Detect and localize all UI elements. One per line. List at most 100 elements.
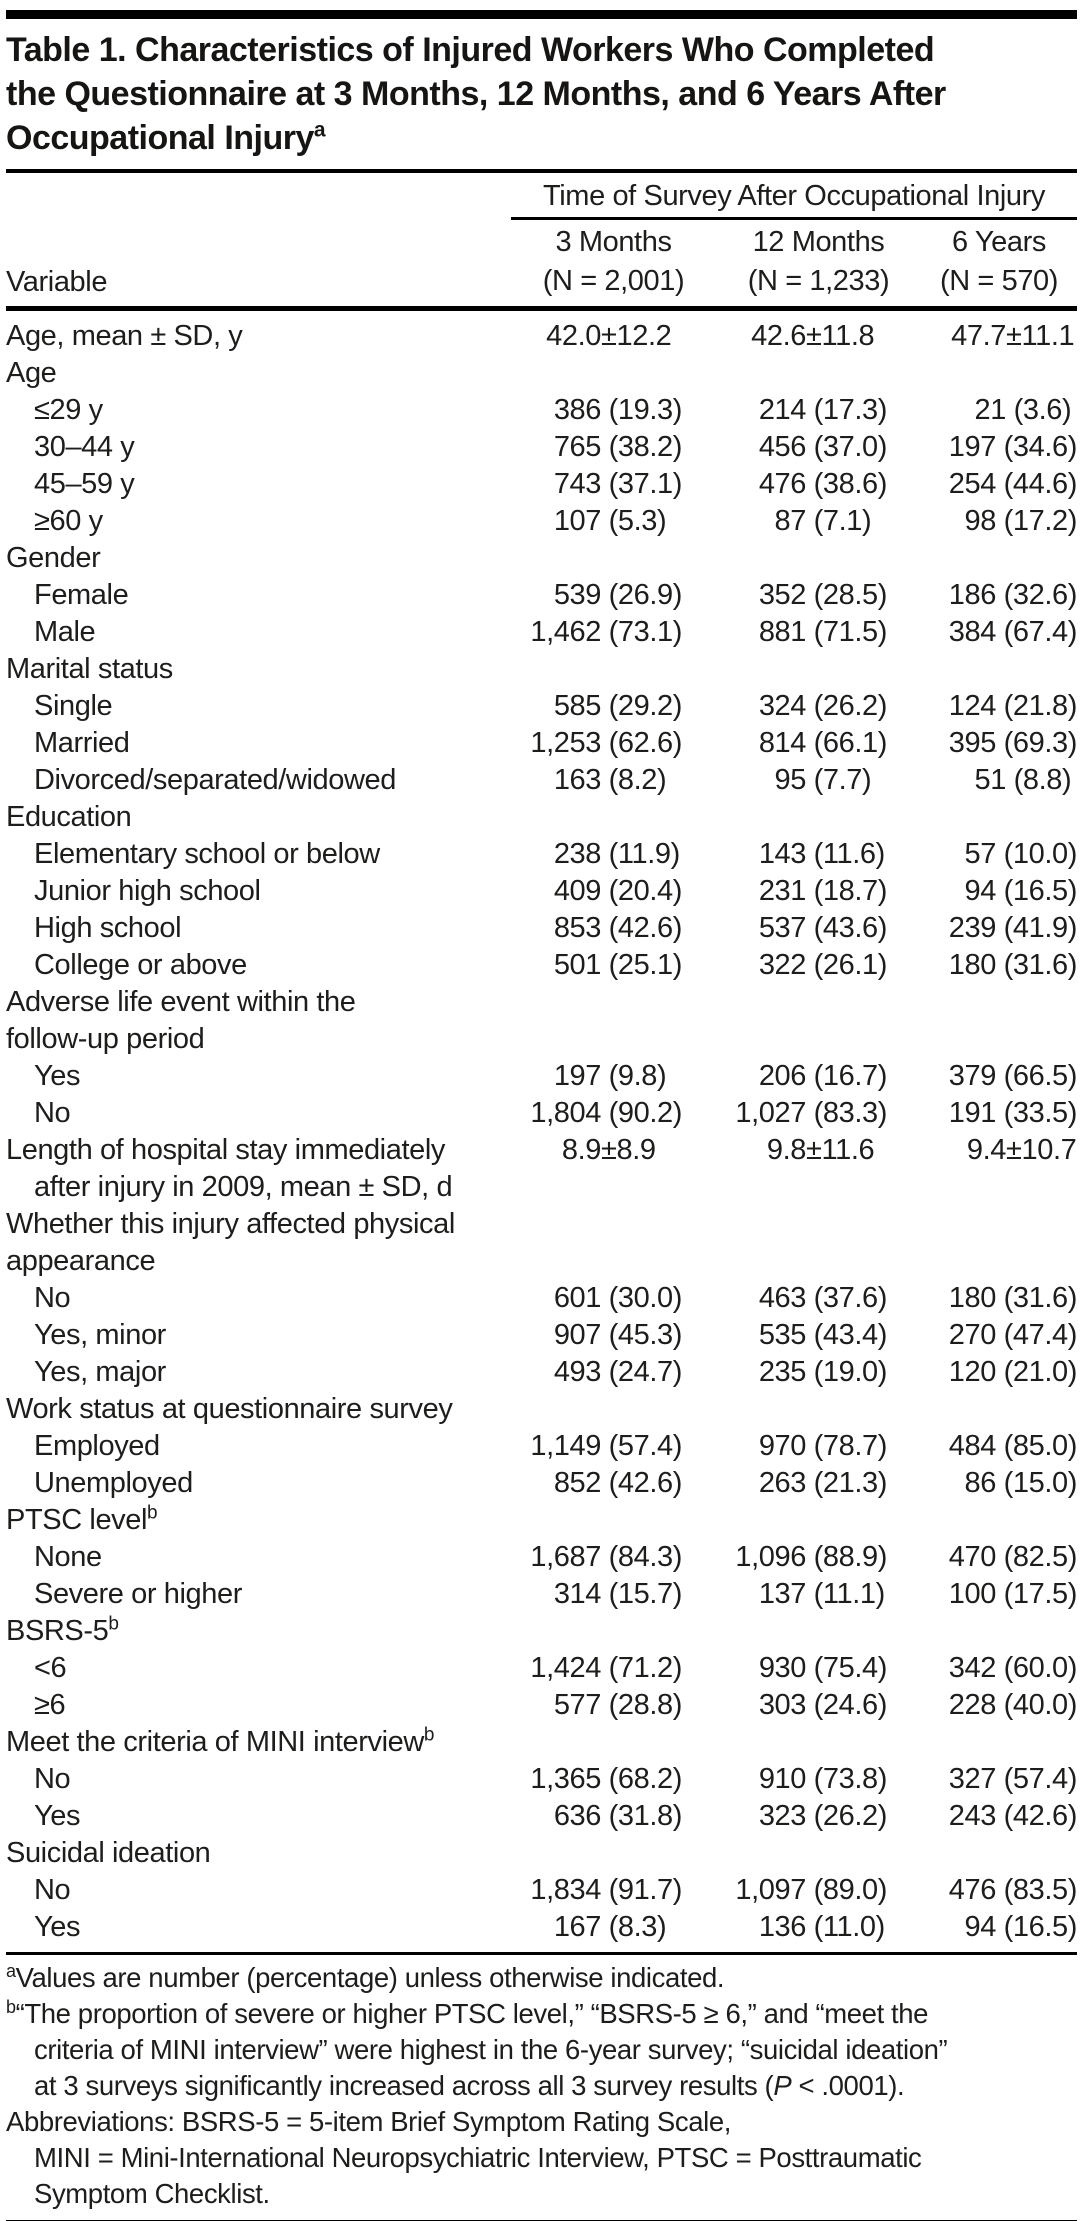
value-cell: 743 (37.1) bbox=[553, 468, 683, 500]
row-label: Age bbox=[6, 357, 57, 389]
table-header: Variable Time of Survey After Occupation… bbox=[6, 173, 1077, 306]
value-cell: 327 (57.4) bbox=[948, 1763, 1078, 1795]
value-cell: 1,027 (83.3) bbox=[735, 1097, 888, 1129]
spanner-header: Time of Survey After Occupational Injury bbox=[543, 180, 1045, 212]
column-header-3: 6 Years (N = 570) bbox=[939, 226, 1059, 297]
value-cell: 231 (18.7) bbox=[758, 875, 888, 907]
value-cell: 456 (37.0) bbox=[758, 431, 888, 463]
value-cell: 1,365 (68.2) bbox=[530, 1763, 683, 1795]
row-label: <6 bbox=[34, 1652, 67, 1684]
table-row: Divorced/separated/widowed 163 (8.2) 95 (7… bbox=[6, 762, 1077, 799]
value-cell: 470 (82.5) bbox=[948, 1541, 1078, 1573]
value-cell: 463 (37.6) bbox=[758, 1282, 888, 1314]
value-cell: 270 (47.4) bbox=[948, 1319, 1078, 1351]
value-cell: 484 (85.0) bbox=[948, 1430, 1078, 1462]
footnote: Abbreviations: BSRS-5 = 5-item Brief Sym… bbox=[6, 2106, 922, 2209]
row-label: ≥60 y bbox=[34, 505, 103, 537]
table-body: Age, mean ± SD, y 42.0 ±12.2 42.6 ±11.8 47.7 ±… bbox=[6, 311, 1077, 1952]
footnote: b“The proportion of severe or higher PTS… bbox=[6, 1996, 948, 2101]
table-row: College or above 501 (25.1) 322 (26.1) 180 … bbox=[6, 947, 1077, 984]
table-row: Whether this injury affected physical app… bbox=[6, 1206, 1077, 1280]
table-row: ≥6 577 (28.8) 303 (24.6) 228 (40.0) bbox=[6, 1687, 1077, 1724]
value-cell: 228 (40.0) bbox=[948, 1689, 1078, 1721]
table-row: Married 1,253 (62.6) 814 (66.1) 395 (69.3) bbox=[6, 725, 1077, 762]
column-header-1: 3 Months (N = 2,001) bbox=[542, 226, 685, 297]
row-label: Junior high school bbox=[34, 875, 261, 907]
value-cell: 930 (75.4) bbox=[758, 1652, 888, 1684]
value-cell: 852 (42.6) bbox=[553, 1467, 683, 1499]
value-cell: 853 (42.6) bbox=[553, 912, 683, 944]
row-label: Severe or higher bbox=[34, 1578, 242, 1610]
table-row: Meet the criteria of MINI interviewb bbox=[6, 1724, 1077, 1761]
column-header-2: 12 Months (N = 1,233) bbox=[747, 226, 890, 297]
value-cell: 636 (31.8) bbox=[553, 1800, 683, 1832]
value-cell: 1,804 (90.2) bbox=[530, 1097, 683, 1129]
table-row: Suicidal ideation bbox=[6, 1835, 1077, 1872]
value-cell: 585 (29.2) bbox=[553, 690, 683, 722]
table-row: Single 585 (29.2) 324 (26.2) 124 (21.8) bbox=[6, 688, 1077, 725]
row-label: Yes bbox=[34, 1800, 81, 1832]
value-cell: 814 (66.1) bbox=[758, 727, 888, 759]
table-row: Yes 167 (8.3) 136 (11.0) 94 (16.5) bbox=[6, 1909, 1077, 1946]
row-label: Male bbox=[34, 616, 96, 648]
value-cell: 1,096 (88.9) bbox=[735, 1541, 888, 1573]
table-row: ≥60 y 107 (5.3) 87 (7.1) 98 (17.2) bbox=[6, 503, 1077, 540]
value-cell: 95 (7.7) bbox=[774, 764, 872, 796]
row-label: Education bbox=[6, 801, 132, 833]
row-label: Marital status bbox=[6, 653, 173, 685]
table-row: Education bbox=[6, 799, 1077, 836]
value-cell: 1,149 (57.4) bbox=[530, 1430, 683, 1462]
value-cell: 493 (24.7) bbox=[553, 1356, 683, 1388]
body-divider-rule bbox=[6, 1952, 1077, 1955]
footnote-marker: a bbox=[6, 1960, 16, 1981]
value-cell: 107 (5.3) bbox=[553, 505, 667, 537]
value-cell: 322 (26.1) bbox=[758, 949, 888, 981]
value-cell: 235 (19.0) bbox=[758, 1356, 888, 1388]
table-row: High school 853 (42.6) 537 (43.6) 239 (41.9… bbox=[6, 910, 1077, 947]
table-row: Yes 636 (31.8) 323 (26.2) 243 (42.6) bbox=[6, 1798, 1077, 1835]
value-cell: 1,253 (62.6) bbox=[530, 727, 683, 759]
value-cell: 379 (66.5) bbox=[948, 1060, 1078, 1092]
row-label: Gender bbox=[6, 542, 101, 574]
table-row: None 1,687 (84.3) 1,096 (88.9) 470 (82.5) bbox=[6, 1539, 1077, 1576]
value-cell: 537 (43.6) bbox=[758, 912, 888, 944]
value-cell: 9.8 ±11.6 bbox=[766, 1134, 875, 1166]
value-cell: 98 (17.2) bbox=[964, 505, 1078, 537]
top-rule bbox=[6, 10, 1077, 19]
row-label: 45–59 y bbox=[34, 468, 135, 500]
table-row: <6 1,424 (71.2) 930 (75.4) 342 (60.0) bbox=[6, 1650, 1077, 1687]
value-cell: 577 (28.8) bbox=[553, 1689, 683, 1721]
value-cell: 535 (43.4) bbox=[758, 1319, 888, 1351]
journal-table-figure: Table 1. Characteristics of Injured Work… bbox=[0, 10, 1083, 2221]
value-cell: 21 (3.6) bbox=[974, 394, 1072, 426]
title-divider-rule bbox=[6, 169, 1077, 173]
value-cell: 136 (11.0) bbox=[758, 1911, 885, 1943]
value-cell: 86 (15.0) bbox=[964, 1467, 1078, 1499]
table-row: ≤29 y 386 (19.3) 214 (17.3) 21 (3.6) bbox=[6, 392, 1077, 429]
value-cell: 907 (45.3) bbox=[553, 1319, 683, 1351]
survey-time-header-group: Time of Survey After Occupational Injury… bbox=[511, 175, 1077, 301]
row-label: BSRS-5b bbox=[6, 1613, 119, 1647]
row-label: Married bbox=[34, 727, 130, 759]
row-label: Elementary school or below bbox=[34, 838, 380, 870]
header-divider-rule bbox=[6, 306, 1077, 311]
value-cell: 323 (26.2) bbox=[758, 1800, 888, 1832]
value-cell: 881 (71.5) bbox=[758, 616, 888, 648]
value-cell: 8.9 ±8.9 bbox=[561, 1134, 656, 1166]
table-row: Marital status bbox=[6, 651, 1077, 688]
row-label: College or above bbox=[34, 949, 247, 981]
table-row: 45–59 y 743 (37.1) 476 (38.6) 254 (44.6) bbox=[6, 466, 1077, 503]
value-cell: 87 (7.1) bbox=[774, 505, 872, 537]
table-row: Female 539 (26.9) 352 (28.5) 186 (32.6) bbox=[6, 577, 1077, 614]
value-cell: 254 (44.6) bbox=[948, 468, 1078, 500]
value-cell: 120 (21.0) bbox=[948, 1356, 1078, 1388]
table-row: Unemployed 852 (42.6) 263 (21.3) 86 (15.0) bbox=[6, 1465, 1077, 1502]
value-cell: 124 (21.8) bbox=[948, 690, 1078, 722]
value-cell: 243 (42.6) bbox=[948, 1800, 1078, 1832]
table-row: Junior high school 409 (20.4) 231 (18.7) 94… bbox=[6, 873, 1077, 910]
row-label: No bbox=[34, 1282, 71, 1314]
row-footnote-marker: b bbox=[423, 1724, 435, 1746]
value-cell: 51 (8.8) bbox=[974, 764, 1072, 796]
table-row: No 1,804 (90.2) 1,027 (83.3) 191 (33.5) bbox=[6, 1095, 1077, 1132]
table-row: Work status at questionnaire survey bbox=[6, 1391, 1077, 1428]
